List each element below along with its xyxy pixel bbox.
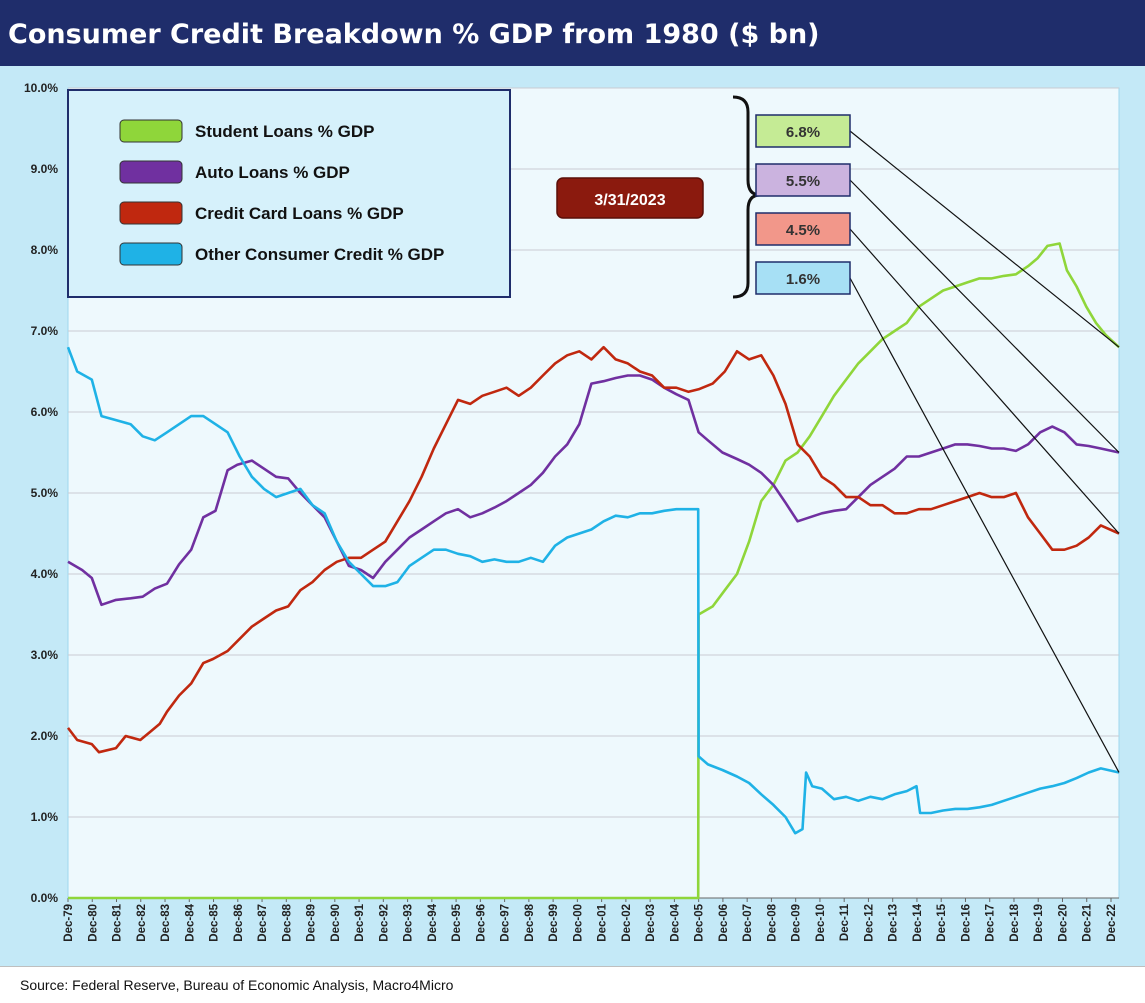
x-tick-label: Dec-97 xyxy=(500,904,512,942)
x-tick-label: Dec-90 xyxy=(330,904,342,942)
x-tick-label: Dec-14 xyxy=(912,903,924,941)
callout-value: 6.8% xyxy=(786,124,820,141)
legend-label: Other Consumer Credit % GDP xyxy=(195,245,444,264)
x-tick-label: Dec-18 xyxy=(1009,903,1021,941)
y-axis: 0.0% 1.0% 2.0% 3.0% 4.0% 5.0% 6.0% 7.0% 8.0% 9.0%… xyxy=(24,81,58,905)
x-tick-label: Dec-03 xyxy=(645,904,657,942)
x-tick-label: Dec-00 xyxy=(572,904,584,942)
y-tick-label: 3.0% xyxy=(31,648,59,662)
chart-title: Consumer Credit Breakdown % GDP from 198… xyxy=(0,0,1145,66)
y-tick-label: 7.0% xyxy=(31,324,59,338)
callout-box xyxy=(755,114,851,148)
x-tick-label: Dec-84 xyxy=(184,903,196,941)
y-tick-label: 0.0% xyxy=(31,891,59,905)
x-tick-label: Dec-79 xyxy=(63,904,75,942)
callout-value: 5.5% xyxy=(786,173,820,190)
x-axis: Dec-79 Dec-80 Dec-81 Dec-82 Dec-83 Dec-84 Dec-… xyxy=(63,897,1119,942)
x-tick-label: Dec-06 xyxy=(718,904,730,942)
callout-box xyxy=(755,261,851,295)
annotation-bracket: 3/31/2023 xyxy=(556,95,761,299)
y-tick-label: 10.0% xyxy=(24,81,58,95)
y-tick-label: 5.0% xyxy=(31,486,59,500)
legend: Student Loans % GDP Auto Loans % GDP Credi… xyxy=(67,89,511,298)
x-tick-label: Dec-20 xyxy=(1057,904,1069,942)
legend-label: Credit Card Loans % GDP xyxy=(195,204,404,223)
series-line-auto-loans-gdp xyxy=(67,374,1120,607)
y-tick-label: 1.0% xyxy=(31,810,59,824)
x-tick-label: Dec-94 xyxy=(427,903,439,941)
x-tick-label: Dec-83 xyxy=(160,904,172,942)
legend-swatch xyxy=(119,160,183,184)
callout-boxes: 6.8% 5.5% 4.5% 1.6% xyxy=(755,114,851,295)
callout-leader xyxy=(849,228,1120,534)
x-tick-label: Dec-04 xyxy=(669,903,681,941)
x-tick-label: Dec-87 xyxy=(257,904,269,942)
x-tick-label: Dec-11 xyxy=(839,903,851,941)
x-tick-label: Dec-81 xyxy=(112,903,124,941)
x-tick-label: Dec-95 xyxy=(451,903,463,941)
x-tick-label: Dec-96 xyxy=(475,904,487,942)
x-tick-label: Dec-16 xyxy=(960,904,972,942)
x-tick-label: Dec-91 xyxy=(354,903,366,941)
callout-box xyxy=(755,163,851,197)
callout-value: 1.6% xyxy=(786,271,820,288)
callout-leader xyxy=(849,277,1120,773)
x-tick-label: Dec-08 xyxy=(766,903,778,941)
y-tick-label: 6.0% xyxy=(31,405,59,419)
x-tick-label: Dec-89 xyxy=(306,904,318,942)
y-tick-label: 4.0% xyxy=(31,567,59,581)
date-badge-label: 3/31/2023 xyxy=(594,192,665,209)
legend-label: Student Loans % GDP xyxy=(195,122,374,141)
x-tick-label: Dec-98 xyxy=(524,903,536,941)
x-tick-label: Dec-13 xyxy=(888,904,900,942)
x-tick-label: Dec-86 xyxy=(233,904,245,942)
x-tick-label: Dec-99 xyxy=(548,904,560,942)
callout-box xyxy=(755,212,851,246)
x-tick-label: Dec-07 xyxy=(742,904,754,942)
x-tick-label: Dec-82 xyxy=(136,904,148,942)
series-line-student-loans-gdp xyxy=(68,242,1120,900)
x-tick-label: Dec-17 xyxy=(985,904,997,942)
legend-swatch xyxy=(119,201,183,225)
y-tick-label: 2.0% xyxy=(31,729,59,743)
date-badge xyxy=(556,177,704,219)
legend-swatch xyxy=(119,242,183,266)
x-tick-label: Dec-22 xyxy=(1106,904,1118,942)
x-tick-label: Dec-85 xyxy=(209,903,221,941)
x-tick-label: Dec-19 xyxy=(1033,904,1045,942)
x-tick-label: Dec-21 xyxy=(1082,903,1094,941)
x-tick-label: Dec-15 xyxy=(936,903,948,941)
x-tick-label: Dec-93 xyxy=(403,904,415,942)
y-tick-label: 9.0% xyxy=(31,162,59,176)
legend-swatch xyxy=(119,119,183,143)
x-tick-label: Dec-88 xyxy=(281,903,293,941)
callout-value: 4.5% xyxy=(786,222,820,239)
legend-label: Auto Loans % GDP xyxy=(195,163,350,182)
callout-leader-lines xyxy=(849,130,1120,773)
x-tick-label: Dec-01 xyxy=(597,903,609,941)
source-note: Source: Federal Reserve, Bureau of Econo… xyxy=(0,966,1145,1000)
x-tick-label: Dec-02 xyxy=(621,904,633,942)
series-lines xyxy=(66,242,1120,900)
series-line-credit-card-loans-gdp xyxy=(66,345,1120,754)
callout-leader xyxy=(849,130,1120,348)
y-tick-label: 8.0% xyxy=(31,243,59,257)
callout-leader xyxy=(849,179,1120,453)
x-tick-label: Dec-80 xyxy=(87,904,99,942)
x-tick-label: Dec-05 xyxy=(694,903,706,941)
series-line-other-consumer-credit-gdp xyxy=(66,346,1120,835)
x-tick-label: Dec-09 xyxy=(791,904,803,942)
x-tick-label: Dec-12 xyxy=(863,904,875,942)
x-tick-label: Dec-92 xyxy=(378,904,390,942)
x-tick-label: Dec-10 xyxy=(815,904,827,942)
